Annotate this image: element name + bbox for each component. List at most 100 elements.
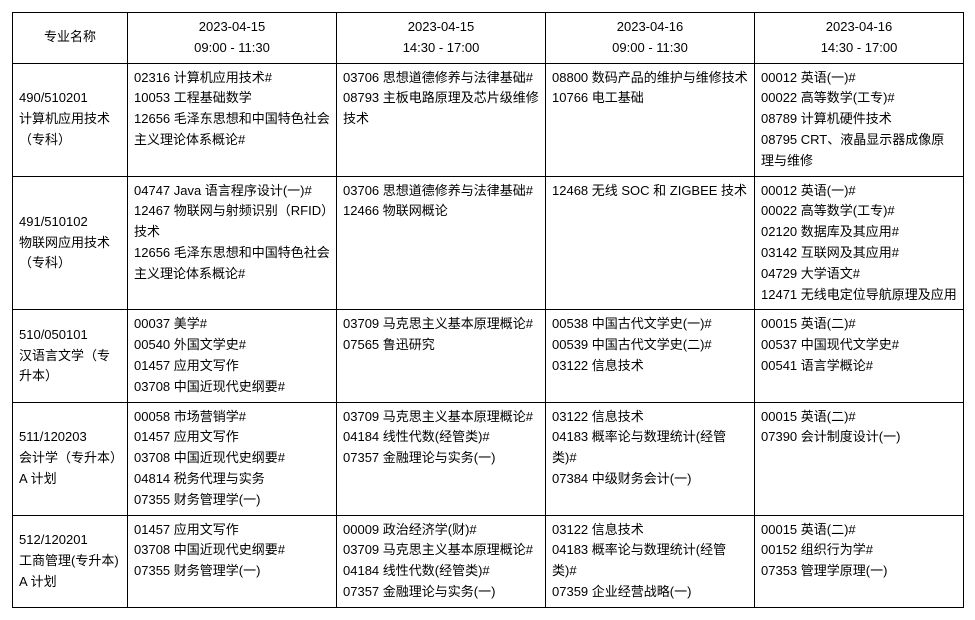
course-cell: 03709 马克思主义基本原理概论#07565 鲁迅研究 — [337, 310, 546, 402]
course-cell: 00012 英语(一)#00022 高等数学(工专)#02120 数据库及其应用… — [755, 176, 964, 310]
course-line: 04183 概率论与数理统计(经管类)# — [552, 427, 748, 469]
header-slot-date: 2023-04-15 — [343, 17, 539, 38]
course-line: 01457 应用文写作 — [134, 520, 330, 541]
header-slot-3: 2023-04-16 14:30 - 17:00 — [755, 13, 964, 64]
header-slot-time: 14:30 - 17:00 — [761, 38, 957, 59]
course-line: 07357 金融理论与实务(一) — [343, 448, 539, 469]
course-cell: 00037 美学#00540 外国文学史#01457 应用文写作03708 中国… — [128, 310, 337, 402]
course-cell: 00058 市场营销学#01457 应用文写作03708 中国近现代史纲要#04… — [128, 402, 337, 515]
course-cell: 04747 Java 语言程序设计(一)#12467 物联网与射频识别（RFID… — [128, 176, 337, 310]
course-line: 04184 线性代数(经管类)# — [343, 427, 539, 448]
course-line: 04814 税务代理与实务 — [134, 469, 330, 490]
course-line: 00015 英语(二)# — [761, 520, 957, 541]
course-line: 03706 思想道德修养与法律基础# — [343, 68, 539, 89]
course-line: 12467 物联网与射频识别（RFID）技术 — [134, 201, 330, 243]
course-line: 07384 中级财务会计(一) — [552, 469, 748, 490]
course-line: 07357 金融理论与实务(一) — [343, 582, 539, 603]
course-line: 03708 中国近现代史纲要# — [134, 448, 330, 469]
course-line: 04183 概率论与数理统计(经管类)# — [552, 540, 748, 582]
course-cell: 03709 马克思主义基本原理概论#04184 线性代数(经管类)#07357 … — [337, 402, 546, 515]
course-line: 07355 财务管理学(一) — [134, 561, 330, 582]
header-slot-time: 14:30 - 17:00 — [343, 38, 539, 59]
major-line: 会计学（专升本）A 计划 — [19, 448, 121, 490]
header-slot-date: 2023-04-16 — [552, 17, 748, 38]
course-cell: 00015 英语(二)#07390 会计制度设计(一) — [755, 402, 964, 515]
course-line: 00009 政治经济学(财)# — [343, 520, 539, 541]
course-line: 08795 CRT、液晶显示器成像原理与维修 — [761, 130, 957, 172]
course-line: 04729 大学语文# — [761, 264, 957, 285]
table-row: 491/510102物联网应用技术（专科）04747 Java 语言程序设计(一… — [13, 176, 964, 310]
header-major: 专业名称 — [13, 13, 128, 64]
course-line: 00022 高等数学(工专)# — [761, 88, 957, 109]
course-line: 03142 互联网及其应用# — [761, 243, 957, 264]
course-cell: 00015 英语(二)#00152 组织行为学#07353 管理学原理(一) — [755, 515, 964, 607]
table-row: 512/120201工商管理(专升本) A 计划01457 应用文写作03708… — [13, 515, 964, 607]
course-line: 03706 思想道德修养与法律基础# — [343, 181, 539, 202]
course-line: 07353 管理学原理(一) — [761, 561, 957, 582]
course-line: 12466 物联网概论 — [343, 201, 539, 222]
major-cell: 491/510102物联网应用技术（专科） — [13, 176, 128, 310]
course-line: 08793 主板电路原理及芯片级维修技术 — [343, 88, 539, 130]
course-cell: 03706 思想道德修养与法律基础#08793 主板电路原理及芯片级维修技术 — [337, 63, 546, 176]
course-line: 00540 外国文学史# — [134, 335, 330, 356]
course-cell: 03706 思想道德修养与法律基础#12466 物联网概论 — [337, 176, 546, 310]
major-line: 512/120201 — [19, 530, 121, 551]
course-line: 01457 应用文写作 — [134, 427, 330, 448]
course-line: 03709 马克思主义基本原理概论# — [343, 540, 539, 561]
major-cell: 511/120203会计学（专升本）A 计划 — [13, 402, 128, 515]
major-line: 物联网应用技术（专科） — [19, 233, 121, 275]
header-slot-time: 09:00 - 11:30 — [552, 38, 748, 59]
major-cell: 512/120201工商管理(专升本) A 计划 — [13, 515, 128, 607]
major-line: 490/510201 — [19, 88, 121, 109]
course-line: 02120 数据库及其应用# — [761, 222, 957, 243]
course-line: 03708 中国近现代史纲要# — [134, 377, 330, 398]
course-line: 03122 信息技术 — [552, 356, 748, 377]
course-line: 00541 语言学概论# — [761, 356, 957, 377]
course-line: 00538 中国古代文学史(一)# — [552, 314, 748, 335]
course-line: 00012 英语(一)# — [761, 181, 957, 202]
header-slot-date: 2023-04-15 — [134, 17, 330, 38]
header-major-label: 专业名称 — [19, 27, 121, 48]
course-line: 00037 美学# — [134, 314, 330, 335]
major-line: 510/050101 — [19, 325, 121, 346]
course-line: 12468 无线 SOC 和 ZIGBEE 技术 — [552, 181, 748, 202]
course-line: 12656 毛泽东思想和中国特色社会主义理论体系概论# — [134, 243, 330, 285]
course-cell: 03122 信息技术04183 概率论与数理统计(经管类)#07384 中级财务… — [546, 402, 755, 515]
course-line: 00015 英语(二)# — [761, 314, 957, 335]
course-line: 00015 英语(二)# — [761, 407, 957, 428]
course-line: 00152 组织行为学# — [761, 540, 957, 561]
course-line: 10766 电工基础 — [552, 88, 748, 109]
table-row: 511/120203会计学（专升本）A 计划00058 市场营销学#01457 … — [13, 402, 964, 515]
table-row: 510/050101汉语言文学（专升本）00037 美学#00540 外国文学史… — [13, 310, 964, 402]
header-slot-time: 09:00 - 11:30 — [134, 38, 330, 59]
header-row: 专业名称 2023-04-15 09:00 - 11:30 2023-04-15… — [13, 13, 964, 64]
course-line: 07565 鲁迅研究 — [343, 335, 539, 356]
header-slot-2: 2023-04-16 09:00 - 11:30 — [546, 13, 755, 64]
course-line: 03122 信息技术 — [552, 407, 748, 428]
course-cell: 00538 中国古代文学史(一)#00539 中国古代文学史(二)#03122 … — [546, 310, 755, 402]
course-line: 03709 马克思主义基本原理概论# — [343, 314, 539, 335]
course-line: 10053 工程基础数学 — [134, 88, 330, 109]
course-line: 07390 会计制度设计(一) — [761, 427, 957, 448]
course-line: 12471 无线电定位导航原理及应用 — [761, 285, 957, 306]
course-cell: 12468 无线 SOC 和 ZIGBEE 技术 — [546, 176, 755, 310]
course-line: 03122 信息技术 — [552, 520, 748, 541]
course-cell: 03122 信息技术04183 概率论与数理统计(经管类)#07359 企业经营… — [546, 515, 755, 607]
course-line: 04184 线性代数(经管类)# — [343, 561, 539, 582]
course-line: 08800 数码产品的维护与维修技术 — [552, 68, 748, 89]
major-cell: 510/050101汉语言文学（专升本） — [13, 310, 128, 402]
course-line: 07359 企业经营战略(一) — [552, 582, 748, 603]
major-line: 491/510102 — [19, 212, 121, 233]
major-line: 汉语言文学（专升本） — [19, 346, 121, 388]
header-slot-date: 2023-04-16 — [761, 17, 957, 38]
course-line: 01457 应用文写作 — [134, 356, 330, 377]
exam-schedule-table: 专业名称 2023-04-15 09:00 - 11:30 2023-04-15… — [12, 12, 964, 608]
course-line: 00539 中国古代文学史(二)# — [552, 335, 748, 356]
table-body: 490/510201计算机应用技术（专科）02316 计算机应用技术#10053… — [13, 63, 964, 607]
major-line: 计算机应用技术（专科） — [19, 109, 121, 151]
course-line: 00537 中国现代文学史# — [761, 335, 957, 356]
course-cell: 01457 应用文写作03708 中国近现代史纲要#07355 财务管理学(一) — [128, 515, 337, 607]
course-line: 00058 市场营销学# — [134, 407, 330, 428]
major-cell: 490/510201计算机应用技术（专科） — [13, 63, 128, 176]
table-row: 490/510201计算机应用技术（专科）02316 计算机应用技术#10053… — [13, 63, 964, 176]
